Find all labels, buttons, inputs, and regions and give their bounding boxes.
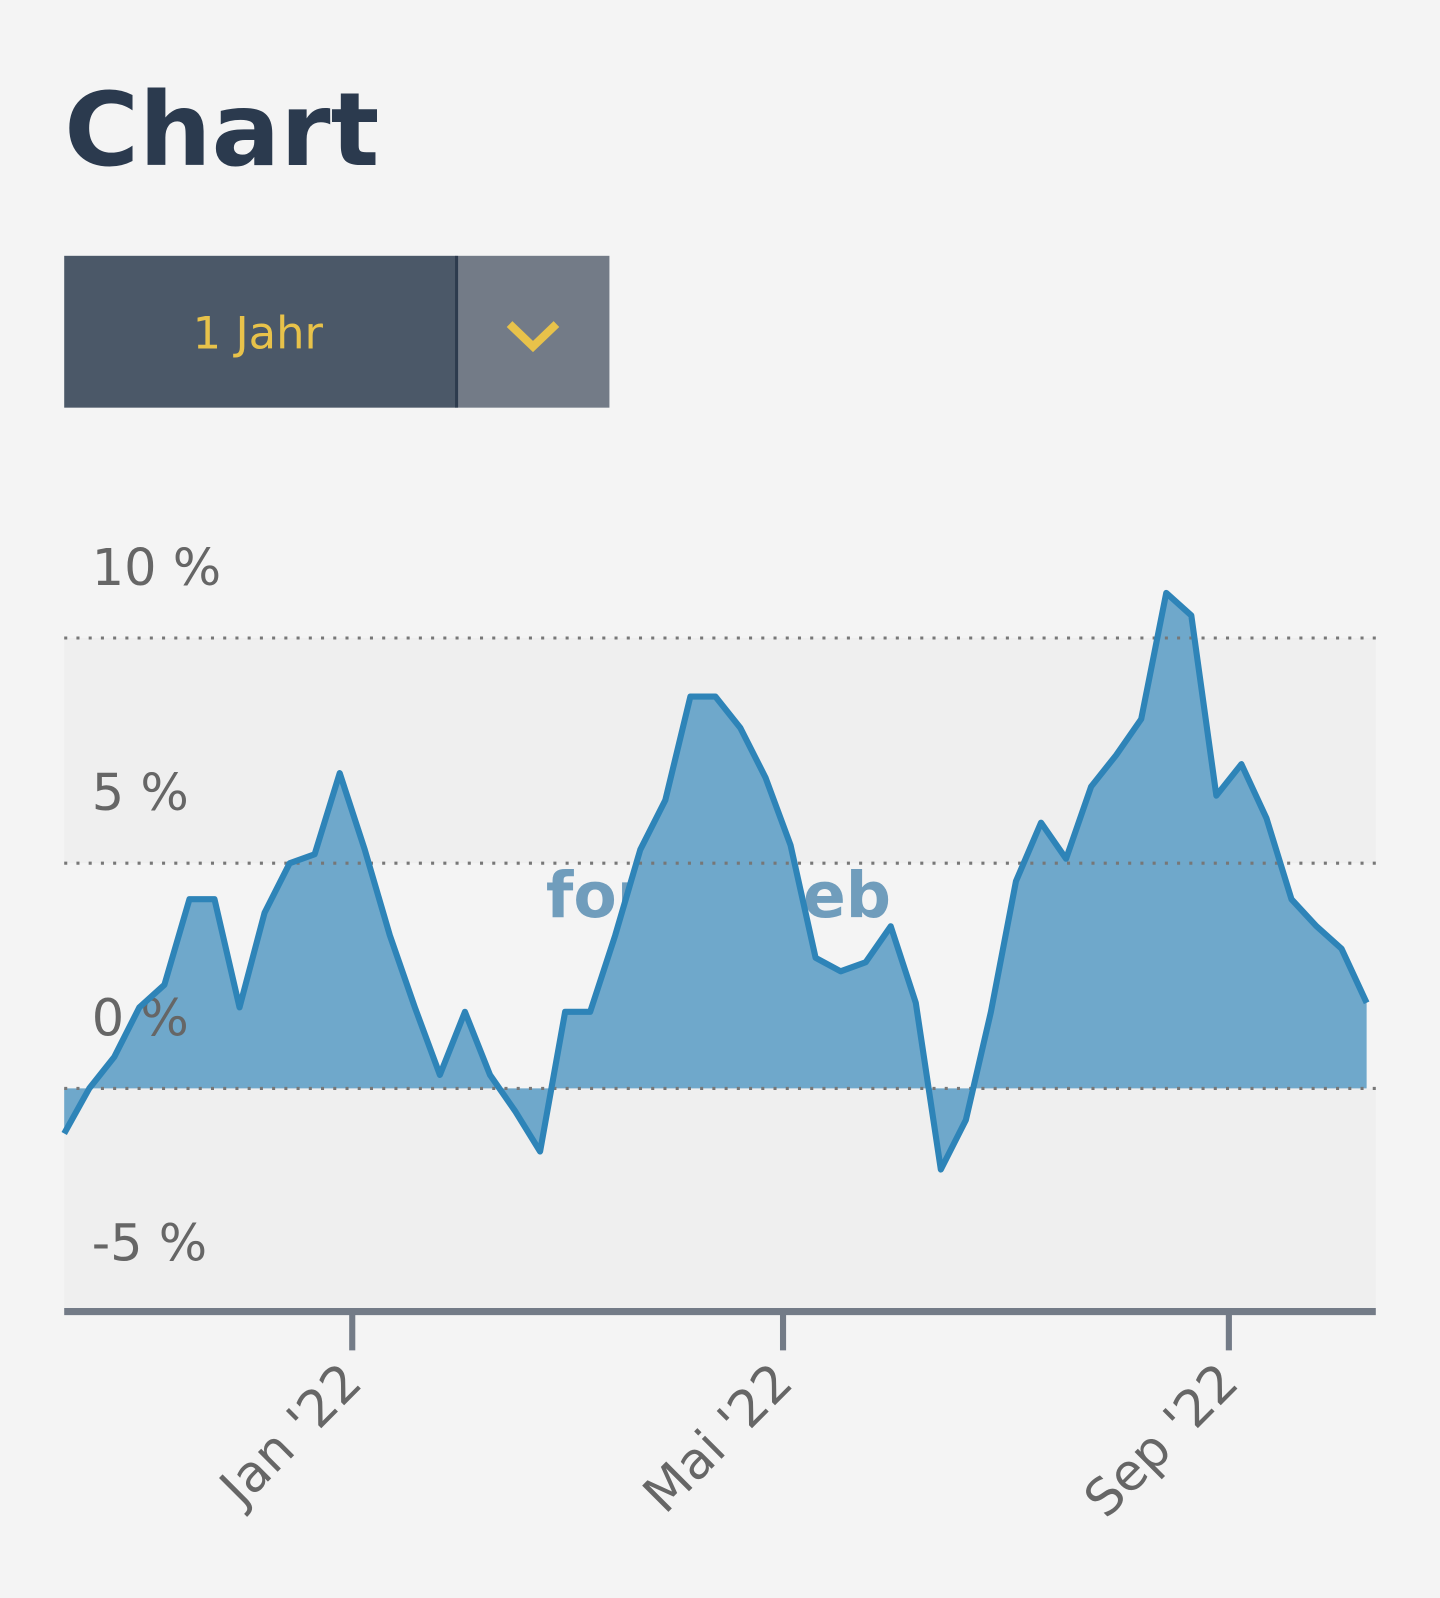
y-tick-label: 10 % (92, 539, 221, 598)
dropdown-chevron[interactable] (506, 321, 560, 353)
dropdown-field[interactable] (64, 255, 457, 408)
y-tick-label: -5 % (92, 1215, 207, 1274)
y-tick-label: 0 % (92, 989, 189, 1048)
area (64, 592, 1367, 1170)
period-dropdown[interactable]: 1 Jahr (64, 255, 610, 408)
dropdown-button[interactable] (456, 255, 610, 408)
line (61, 589, 1370, 1173)
y-tick-label: 5 % (92, 764, 189, 823)
dropdown-label[interactable]: 1 Jahr (193, 307, 324, 360)
plot-band (64, 1088, 1376, 1314)
page-title: Chart (64, 71, 379, 190)
